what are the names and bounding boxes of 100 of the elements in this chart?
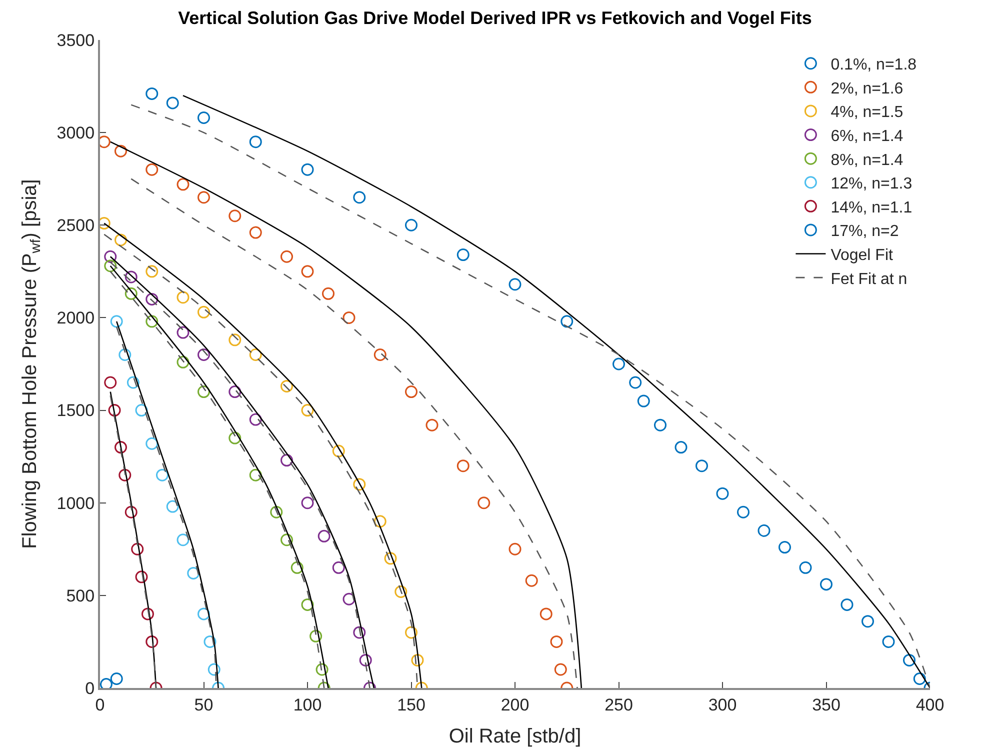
legend-label: Fet Fit at n — [830, 270, 908, 288]
legend-label: 12%, n=1.3 — [830, 176, 912, 193]
point — [525, 574, 538, 587]
point — [110, 315, 123, 328]
point — [696, 460, 708, 472]
point — [249, 413, 262, 426]
point — [820, 578, 832, 591]
point — [280, 534, 293, 546]
y-tick-label: 1500 — [56, 401, 95, 420]
point — [316, 663, 328, 676]
point — [146, 437, 158, 450]
point — [322, 287, 334, 300]
y-tick-label: 2500 — [56, 216, 95, 236]
point — [146, 265, 158, 278]
point — [110, 672, 123, 685]
point — [156, 468, 168, 482]
legend-label: 6%, n=1.4 — [830, 128, 904, 146]
point — [637, 394, 650, 408]
point — [359, 654, 372, 666]
point — [198, 608, 210, 620]
point — [778, 541, 791, 554]
x-tick-label: 150 — [397, 695, 426, 714]
point — [146, 635, 158, 648]
point — [405, 626, 418, 639]
point — [508, 278, 522, 291]
point — [249, 226, 262, 239]
point — [126, 376, 140, 389]
point — [550, 635, 563, 648]
point — [840, 598, 854, 611]
point — [903, 654, 916, 666]
point — [270, 506, 283, 518]
x-tick-label: 50 — [194, 695, 214, 714]
point — [135, 404, 148, 417]
y-tick-label: 2000 — [56, 308, 95, 328]
point — [426, 418, 438, 432]
point — [862, 615, 874, 628]
point — [301, 404, 314, 417]
point — [118, 468, 132, 482]
point — [554, 663, 567, 676]
point — [114, 144, 127, 158]
y-tick-label: 0 — [85, 678, 95, 698]
point — [290, 561, 304, 574]
point — [799, 561, 812, 574]
point — [118, 348, 132, 361]
point — [124, 506, 138, 518]
point — [124, 270, 138, 284]
point — [310, 630, 322, 642]
point — [758, 524, 770, 537]
point — [301, 163, 314, 176]
point — [882, 635, 895, 648]
point — [280, 454, 293, 467]
point — [384, 552, 397, 565]
point — [342, 311, 356, 324]
y-tick-label: 3000 — [56, 124, 95, 143]
point — [176, 534, 190, 546]
y-tick-label: 3500 — [56, 30, 95, 50]
y-tick-label: 500 — [66, 586, 95, 606]
point — [612, 358, 625, 370]
point — [100, 678, 112, 688]
point — [166, 500, 179, 513]
point — [737, 506, 750, 518]
point — [198, 386, 210, 398]
point — [332, 444, 345, 458]
point — [198, 306, 210, 318]
point — [654, 418, 666, 432]
point — [228, 432, 242, 444]
legend-label: 14%, n=1.1 — [830, 199, 912, 216]
x-axis-title: Oil Rate [stb/d] — [448, 725, 582, 748]
point — [208, 663, 220, 676]
point — [228, 210, 242, 222]
point — [124, 287, 138, 300]
point — [198, 348, 210, 361]
point — [204, 635, 216, 648]
point — [405, 386, 418, 398]
point — [146, 292, 158, 306]
legend-label: 0.1%, n=1.8 — [830, 56, 917, 74]
legend-label: 17%, n=2 — [830, 223, 899, 240]
point — [353, 478, 366, 491]
x-tick-label: 400 — [916, 695, 944, 714]
point — [301, 496, 314, 510]
y-tick-label: 1000 — [56, 494, 95, 513]
point — [456, 248, 470, 262]
point — [249, 136, 262, 148]
point — [176, 326, 190, 339]
point — [176, 356, 190, 368]
point — [301, 265, 314, 278]
point — [353, 191, 366, 204]
point — [318, 530, 330, 542]
legend-label: 2%, n=1.6 — [830, 80, 904, 98]
point — [280, 250, 293, 263]
x-tick-label: 350 — [812, 695, 840, 714]
point — [114, 234, 127, 246]
point — [508, 542, 522, 556]
point — [411, 654, 424, 666]
x-tick-label: 100 — [293, 695, 322, 714]
point — [913, 672, 926, 685]
point — [353, 626, 366, 639]
point — [374, 515, 386, 528]
point — [104, 376, 117, 389]
point — [104, 250, 117, 263]
